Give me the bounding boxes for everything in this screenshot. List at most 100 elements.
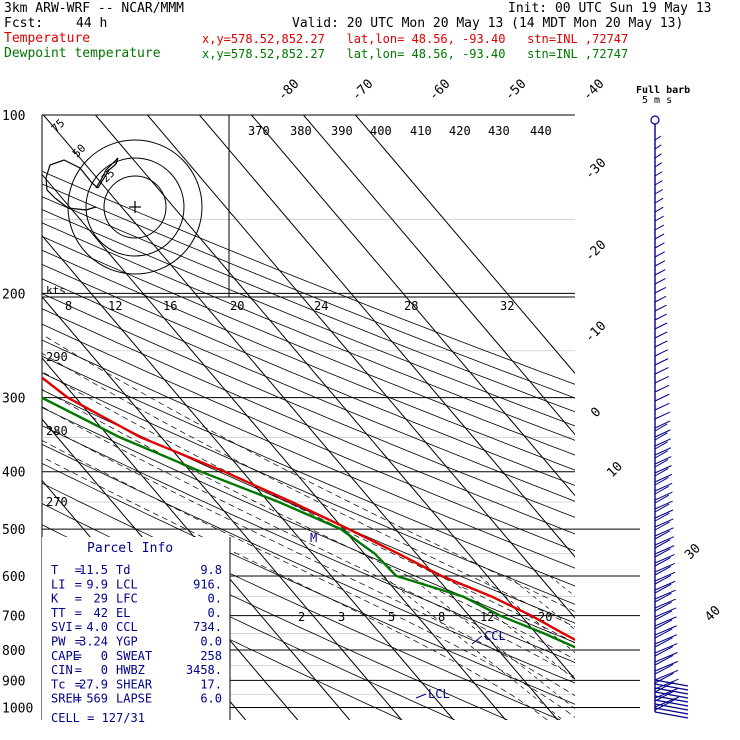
wind-barb-surface [654, 691, 689, 699]
hodograph-speed-label: 24 [314, 299, 328, 313]
hodograph-speed-label: 8 [65, 299, 72, 313]
wind-barb [654, 286, 667, 294]
isotherm-line [95, 115, 575, 680]
mixing-ratio-line [409, 575, 575, 710]
wind-barb-flag [654, 601, 672, 612]
parcel-field-value: 11.5 [79, 563, 108, 577]
parcel-field-value: 0 [101, 649, 108, 663]
thermo-grid [42, 115, 575, 720]
isotherm-label: -40 [580, 77, 607, 104]
wind-barb-surface [654, 711, 689, 719]
isotherm-label: -30 [582, 156, 609, 183]
dry-adiabat [42, 323, 575, 552]
model-title: 3km ARW-WRF -- NCAR/MMM [4, 1, 185, 16]
wind-barb-flag [654, 512, 670, 522]
init-time: Init: 00 UTC Sun 19 May 13 [508, 1, 712, 16]
parcel-field-label: PW [51, 635, 66, 649]
parcel-field-value: 9.8 [200, 563, 222, 577]
hodograph-units-label: kts [46, 284, 66, 297]
wind-barb [654, 295, 667, 303]
theta-label: 370 [248, 124, 270, 138]
wind-barb [654, 411, 671, 420]
parcel-field-value: 569 [86, 692, 108, 706]
parcel-field-label: K [51, 592, 59, 606]
isotherm-line [42, 234, 455, 720]
wind-barb-flag [654, 663, 674, 675]
hodograph-speed-label: 20 [230, 299, 244, 313]
parcel-field-label: CAPE [51, 649, 80, 663]
wind-barb [654, 393, 670, 402]
wind-barb [654, 260, 666, 267]
wind-barb [654, 242, 665, 249]
dry-adiabat [42, 209, 575, 427]
isotherm-line [199, 115, 575, 558]
wind-barb [654, 607, 677, 618]
wind-barb [654, 144, 662, 150]
pressure-tick-label: 1000 [2, 701, 33, 716]
wind-calm-marker [650, 115, 660, 125]
forecast-label: Fcst: [4, 16, 44, 31]
hodograph-ring-label: 50 [70, 142, 89, 161]
valid-time: Valid: 20 UTC Mon 20 May 13 (14 MDT Mon … [292, 16, 684, 31]
wind-barb [654, 447, 672, 456]
dewpoint-profile [42, 396, 575, 649]
parcel-field-label: SHEAR [116, 677, 153, 691]
dry-adiabat [42, 372, 575, 605]
parcel-field-label: Tc [51, 677, 65, 691]
parcel-info-background [42, 537, 230, 720]
ccl-annotation: CCL [484, 629, 506, 643]
wind-barb [654, 313, 667, 321]
wind-barb [654, 197, 664, 204]
wind-barb [654, 571, 676, 582]
parcel-field-value: 0. [208, 606, 222, 620]
parcel-cell-value: CELL = 127/31 [51, 711, 145, 725]
dry-adiabat [42, 425, 575, 663]
hodograph-trace [45, 159, 99, 211]
wind-barb-flag [654, 646, 674, 657]
wind-barb [654, 206, 664, 213]
wind-barb [654, 652, 678, 663]
wind-barb-flag [654, 557, 671, 567]
wind-barb-flag [654, 423, 668, 432]
wind-barb [654, 420, 671, 429]
wind-barb-flag [654, 610, 673, 621]
wind-barb-surface [654, 687, 689, 695]
wind-barb [654, 456, 672, 465]
mixing-ratio-label: 12 [480, 610, 494, 624]
hodograph-speed-label: 16 [163, 299, 177, 313]
wind-barb-flag [654, 468, 669, 477]
parcel-field-label: LFC [116, 592, 138, 606]
wind-barb-surface [654, 703, 689, 711]
isotherm-line [42, 173, 507, 720]
forecast-hour: 44 h [76, 16, 108, 31]
pressure-tick-label: 800 [2, 644, 25, 659]
wind-barb [654, 669, 679, 681]
mixing-ratio-label: 5 [388, 610, 395, 624]
mixing-ratio-line [383, 575, 564, 720]
wind-barb [654, 536, 675, 546]
wind-barb [654, 580, 676, 591]
wind-barb-flag [654, 450, 669, 459]
pressure-tick-label: 100 [2, 109, 25, 124]
parcel-field-value: 3.24 [79, 635, 108, 649]
wind-barb-flag [654, 521, 670, 531]
isotherm-line [251, 115, 575, 497]
lcl-pointer [415, 693, 427, 699]
parcel-field-label: HWBZ [116, 663, 145, 677]
dry-adiabat [42, 183, 575, 399]
wind-barb [654, 171, 663, 177]
theta-label: 380 [290, 124, 312, 138]
isotherm-line [355, 115, 575, 375]
wind-barb [654, 340, 668, 348]
temperature-legend-info: x,y=578.52,852.27 lat,lon= 48.56, -93.40… [202, 32, 629, 46]
wind-barb [654, 278, 666, 285]
parcel-field-label: CIN [51, 663, 73, 677]
wind-barb-flag [654, 574, 672, 585]
isotherm-line [147, 115, 575, 619]
wind-barb [654, 269, 666, 276]
wind-barb-legend-units: 5 m s [642, 95, 672, 106]
mixing-ratio-line [479, 575, 575, 654]
wind-barb-flag [654, 548, 671, 558]
wind-barb-flag [654, 503, 670, 513]
